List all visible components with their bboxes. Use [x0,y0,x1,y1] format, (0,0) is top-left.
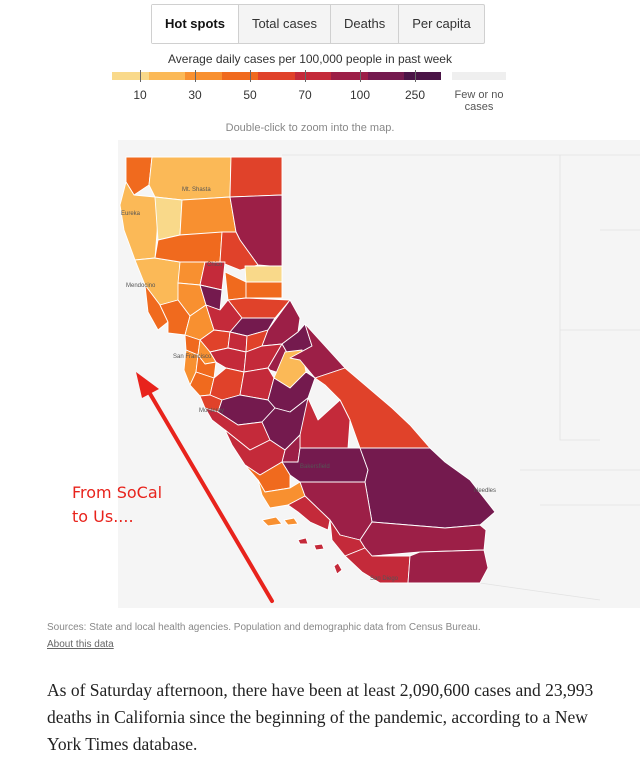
map-label-needles: Needles [474,488,496,494]
county-mendocino-south[interactable] [144,284,169,331]
legend-tick-label: 30 [188,88,202,102]
map-label-bakersfield: Bakersfield [300,464,330,470]
legend-tick [140,70,141,82]
sources-note: Sources: State and local health agencies… [47,622,481,633]
county-ventura-coast[interactable] [287,495,331,531]
tab-total-cases[interactable]: Total cases [237,5,330,43]
island-santa-cruz[interactable] [261,516,283,527]
map-label-chico: Chico [207,262,223,268]
legend-color-scale [112,72,441,80]
legend-swatch [221,72,258,80]
california-county-map[interactable]: Mt. Shasta Eureka Chico Mendocino San Fr… [0,0,640,620]
legend-few-cases-swatch [452,72,506,80]
about-data-link[interactable]: About this data [47,639,114,650]
county-humboldt[interactable] [119,181,159,261]
map-label-eureka: Eureka [121,211,141,217]
legend-tick-label: 50 [243,88,257,102]
county-alameda[interactable] [195,354,217,379]
island-san-clemente[interactable] [333,562,343,575]
county-imperial[interactable] [407,549,489,584]
annotation-arrow [136,372,274,603]
map-label-monterey: Monterey [199,408,224,414]
tab-hot-spots[interactable]: Hot spots [152,5,238,43]
legend-swatch [148,72,185,80]
annotation-text: From SoCal to Us.... [72,481,162,529]
legend-tick [360,70,361,82]
legend-tick [415,70,416,82]
legend-tick [195,70,196,82]
county-modoc[interactable] [229,156,283,198]
legend-swatch [112,72,149,80]
legend-tick [305,70,306,82]
legend-swatch [331,72,368,80]
map-label-san-francisco: San Francisco [173,354,212,360]
island-anacapa[interactable] [283,517,299,526]
annotation-line-1: From SoCal [72,483,163,502]
oregon-area [118,140,288,154]
county-del-norte[interactable] [125,156,153,196]
map-label-mt-shasta: Mt. Shasta [182,187,211,193]
island-catalina[interactable] [313,543,325,551]
zoom-hint: Double-click to zoom into the map. [225,122,395,134]
legend-tick-label: 70 [298,88,312,102]
legend-swatch [294,72,331,80]
tab-deaths[interactable]: Deaths [330,5,398,43]
county-yuba[interactable] [224,271,247,301]
view-tabs: Hot spots Total cases Deaths Per capita [151,4,485,44]
legend-swatch [258,72,295,80]
annotation-line-2: to Us.... [72,507,134,526]
island-san-nicolas[interactable] [297,537,309,545]
legend-swatch [404,72,441,80]
map-label-san-diego: San Diego [370,576,399,582]
legend-few-cases-label: Few or no cases [454,89,504,113]
legend-tick [250,70,251,82]
county-shasta[interactable] [179,196,237,236]
county-mendocino[interactable] [134,257,181,306]
article-paragraph: As of Saturday afternoon, there have bee… [47,680,594,754]
legend-title: Average daily cases per 100,000 people i… [168,52,452,66]
legend-swatch [185,72,222,80]
neighbor-state-borders [282,154,640,601]
county-nevada[interactable] [245,281,283,299]
tab-per-capita[interactable]: Per capita [398,5,484,43]
legend-tick-label: 250 [404,88,426,102]
legend-tick-label: 100 [349,88,371,102]
county-tulare[interactable] [299,397,351,449]
county-trinity[interactable] [154,196,183,241]
county-sierra[interactable] [244,265,283,283]
legend-tick-label: 10 [133,88,147,102]
legend-swatch [367,72,404,80]
map-label-mendocino: Mendocino [126,283,156,289]
county-siskiyou[interactable] [148,156,232,201]
